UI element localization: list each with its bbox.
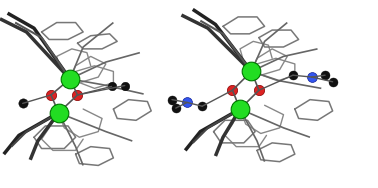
Point xyxy=(169,98,175,101)
Point xyxy=(20,102,26,105)
Point xyxy=(74,93,81,96)
Point xyxy=(330,80,336,83)
Point xyxy=(229,89,235,92)
Point xyxy=(108,85,115,88)
Point xyxy=(290,74,296,77)
Point xyxy=(309,76,315,79)
Point xyxy=(199,105,205,108)
Point xyxy=(237,108,243,111)
Point xyxy=(184,101,190,104)
Point xyxy=(67,77,73,80)
Point xyxy=(173,107,179,110)
Point xyxy=(256,89,262,92)
Point xyxy=(322,74,328,77)
Point xyxy=(56,111,62,114)
Point xyxy=(248,70,254,73)
Point xyxy=(48,93,54,96)
Point xyxy=(122,84,128,87)
